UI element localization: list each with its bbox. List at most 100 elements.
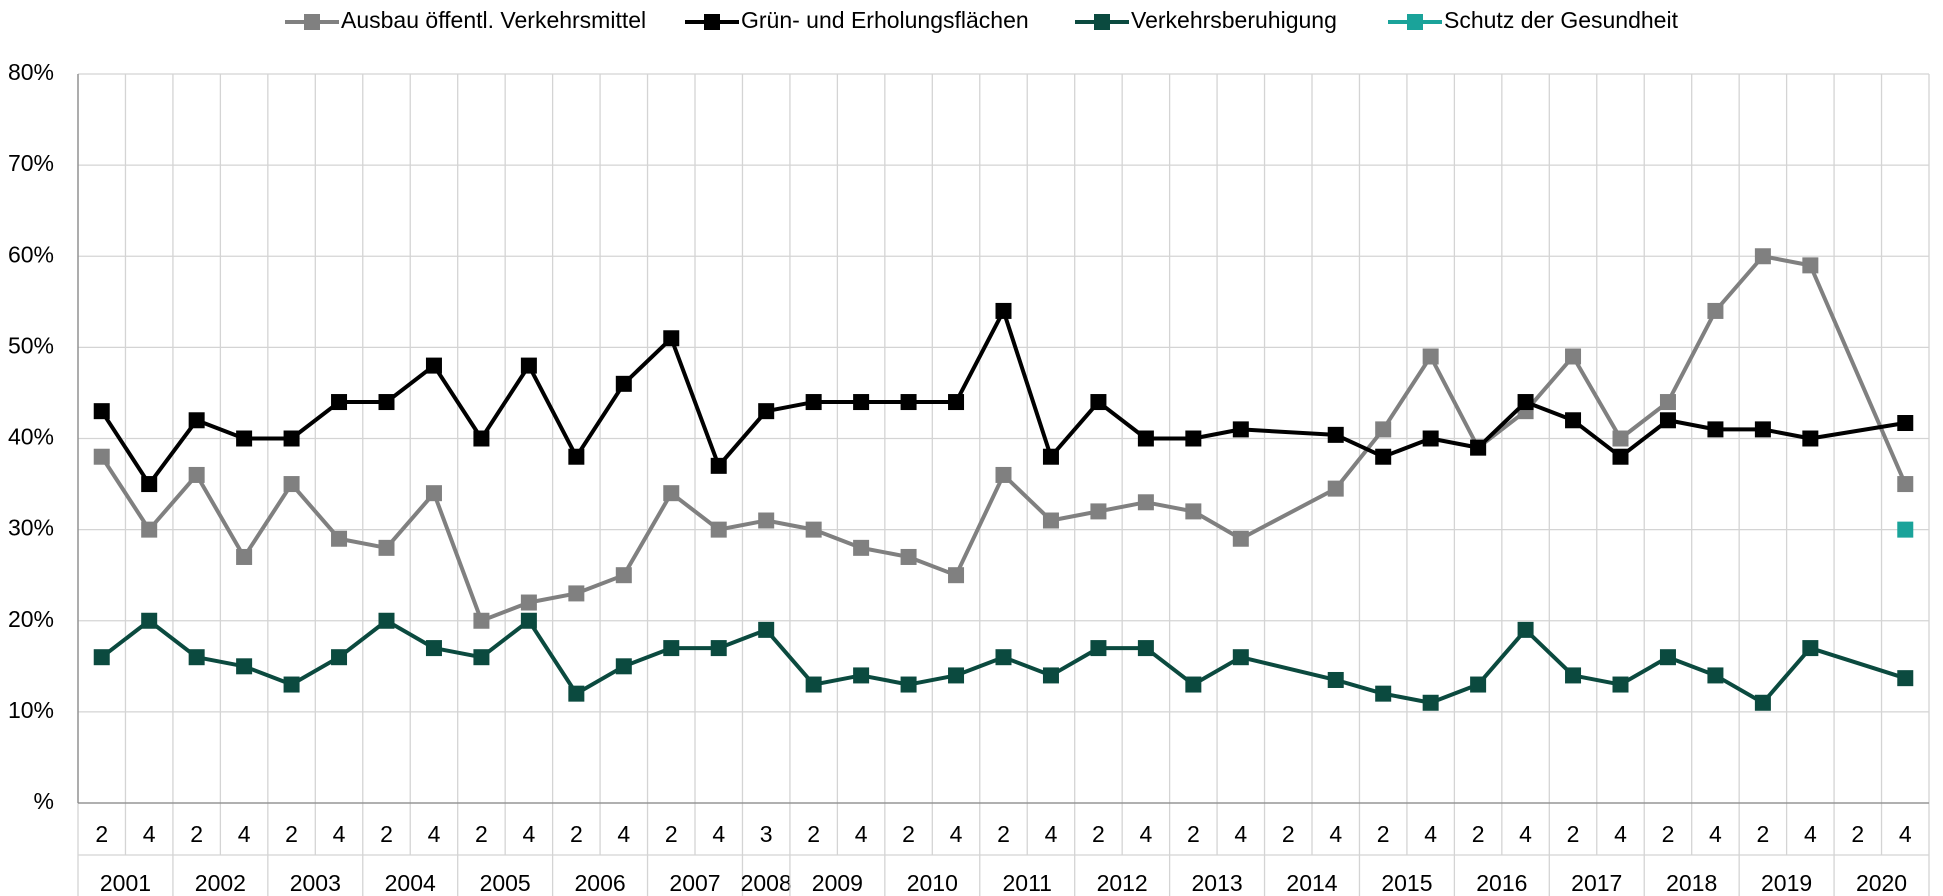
x-group-label: 2019 xyxy=(1761,870,1812,896)
y-tick-label: 30% xyxy=(8,515,54,541)
x-tick-label: 4 xyxy=(1519,821,1532,847)
marker xyxy=(900,394,917,411)
marker xyxy=(1754,421,1771,438)
marker xyxy=(1422,430,1439,447)
marker xyxy=(425,357,442,374)
marker xyxy=(710,640,727,657)
x-tick-label: 2 xyxy=(665,821,678,847)
x-tick-label: 4 xyxy=(1899,821,1912,847)
marker xyxy=(900,676,917,693)
marker xyxy=(1422,694,1439,711)
x-tick-label: 2 xyxy=(1756,821,1769,847)
marker xyxy=(1090,503,1107,520)
marker xyxy=(1897,415,1914,432)
marker xyxy=(948,394,965,411)
marker xyxy=(1897,670,1914,687)
legend-label: Schutz der Gesundheit xyxy=(1444,7,1679,33)
marker xyxy=(1470,439,1487,456)
marker xyxy=(1327,480,1344,497)
marker xyxy=(805,676,822,693)
x-tick-label: 2 xyxy=(1851,821,1864,847)
marker xyxy=(188,649,205,666)
x-tick-label: 2 xyxy=(475,821,488,847)
marker xyxy=(1565,412,1582,429)
x-tick-label: 4 xyxy=(950,821,963,847)
x-group-label: 2006 xyxy=(574,870,625,896)
x-tick-label: 4 xyxy=(1709,821,1722,847)
marker xyxy=(710,521,727,538)
x-tick-label: 2 xyxy=(95,821,108,847)
x-group-label: 2008 xyxy=(741,870,792,896)
x-tick-label: 4 xyxy=(1614,821,1627,847)
marker xyxy=(853,539,870,556)
marker xyxy=(331,394,348,411)
marker xyxy=(948,567,965,584)
x-tick-label: 4 xyxy=(238,821,251,847)
marker xyxy=(93,403,110,420)
x-tick-label: 2 xyxy=(570,821,583,847)
legend-label: Grün- und Erholungsflächen xyxy=(741,7,1029,33)
x-group-label: 2017 xyxy=(1571,870,1622,896)
marker xyxy=(663,485,680,502)
x-group-label: 2009 xyxy=(812,870,863,896)
marker xyxy=(663,330,680,347)
x-tick-label: 4 xyxy=(1139,821,1152,847)
marker xyxy=(93,448,110,465)
marker xyxy=(1565,348,1582,365)
x-group-label: 2013 xyxy=(1191,870,1242,896)
legend-label: Verkehrsberuhigung xyxy=(1131,7,1337,33)
x-tick-label: 4 xyxy=(1329,821,1342,847)
marker xyxy=(758,621,775,638)
x-tick-label: 4 xyxy=(855,821,868,847)
marker xyxy=(1659,412,1676,429)
x-tick-label: 2 xyxy=(1472,821,1485,847)
x-group-label: 2003 xyxy=(290,870,341,896)
marker xyxy=(1707,667,1724,684)
legend-marker xyxy=(704,14,720,30)
marker xyxy=(1042,667,1059,684)
marker xyxy=(995,649,1012,666)
y-tick-label: 50% xyxy=(8,332,54,358)
x-group-label: 2020 xyxy=(1856,870,1907,896)
x-tick-label: 4 xyxy=(428,821,441,847)
x-tick-label: 4 xyxy=(1045,821,1058,847)
marker xyxy=(1612,676,1629,693)
marker xyxy=(1185,676,1202,693)
marker xyxy=(1375,421,1392,438)
marker xyxy=(473,649,490,666)
legend-marker xyxy=(1094,14,1110,30)
marker xyxy=(948,667,965,684)
marker xyxy=(520,594,537,611)
marker xyxy=(1185,503,1202,520)
x-tick-label: 2 xyxy=(1567,821,1580,847)
x-group-label: 2007 xyxy=(669,870,720,896)
x-tick-label: 4 xyxy=(522,821,535,847)
marker xyxy=(1802,430,1819,447)
marker xyxy=(1137,430,1154,447)
marker xyxy=(900,548,917,565)
x-tick-label: 3 xyxy=(760,821,773,847)
marker xyxy=(1375,448,1392,465)
marker xyxy=(1137,494,1154,511)
x-tick-label: 2 xyxy=(997,821,1010,847)
marker xyxy=(1090,394,1107,411)
marker xyxy=(378,612,395,629)
x-tick-label: 2 xyxy=(1377,821,1390,847)
marker xyxy=(520,357,537,374)
marker xyxy=(1659,394,1676,411)
x-group-label: 2016 xyxy=(1476,870,1527,896)
marker xyxy=(1232,530,1249,547)
marker xyxy=(331,649,348,666)
marker xyxy=(1090,640,1107,657)
x-group-label: 2001 xyxy=(100,870,151,896)
marker xyxy=(1565,667,1582,684)
marker xyxy=(1659,649,1676,666)
x-group-label: 2012 xyxy=(1097,870,1148,896)
marker xyxy=(1802,257,1819,274)
marker xyxy=(236,658,253,675)
marker xyxy=(378,539,395,556)
series-line xyxy=(100,308,1906,487)
legend-label: Ausbau öffentl. Verkehrsmittel xyxy=(341,7,646,33)
marker xyxy=(283,476,300,493)
x-tick-label: 2 xyxy=(902,821,915,847)
